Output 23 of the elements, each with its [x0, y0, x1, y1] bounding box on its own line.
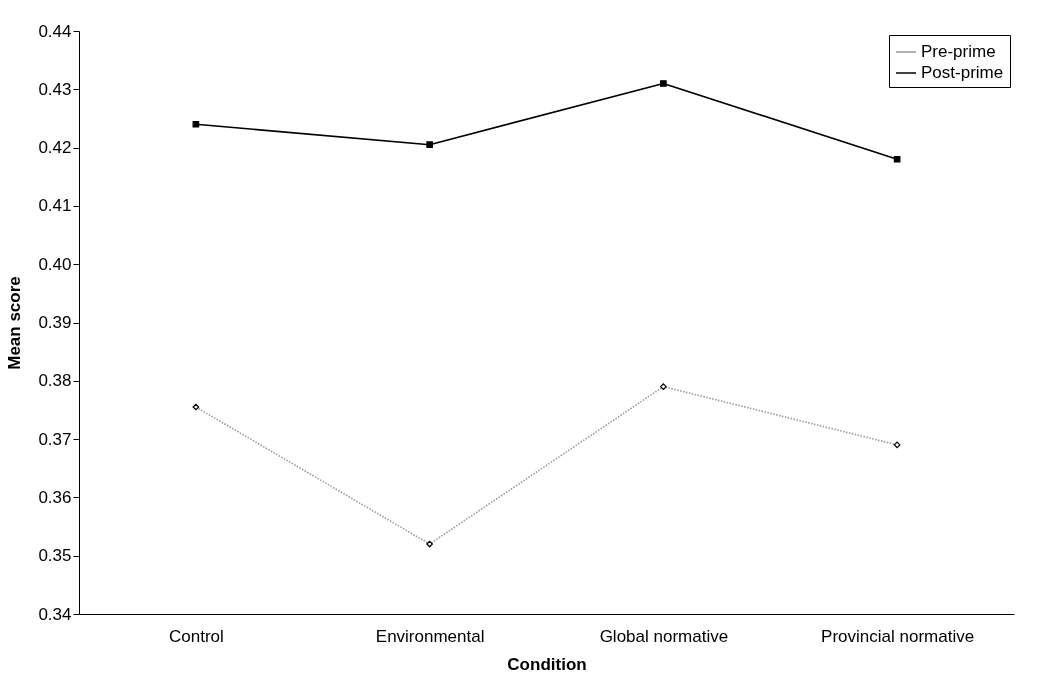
y-tick-label: 0.43 [38, 79, 72, 99]
y-tick-label: 0.38 [38, 371, 72, 391]
x-tick-label: Control [168, 626, 224, 646]
y-tick-label: 0.40 [38, 254, 72, 274]
y-tick-label: 0.44 [38, 21, 72, 41]
y-tick-label: 0.36 [38, 487, 72, 507]
y-tick-label: 0.39 [38, 313, 72, 332]
y-tick-label: 0.35 [38, 546, 72, 566]
y-tick-label: 0.42 [38, 138, 72, 158]
y-tick-label: 0.34 [38, 604, 72, 624]
legend-label: Pre-prime [921, 42, 996, 61]
x-tick-label: Environmental [375, 626, 485, 646]
y-axis-title: Mean score [5, 276, 25, 370]
x-tick-label: Global normative [599, 626, 729, 646]
point [660, 80, 667, 87]
y-tick-label: 0.41 [38, 196, 72, 216]
point [192, 120, 200, 128]
x-axis-title: Condition [507, 654, 587, 674]
x-tick-label: Provincial normative [821, 626, 975, 646]
point [893, 155, 901, 163]
legend-label: Post-prime [921, 63, 1004, 82]
point [426, 141, 433, 149]
y-tick-label: 0.37 [38, 429, 72, 449]
